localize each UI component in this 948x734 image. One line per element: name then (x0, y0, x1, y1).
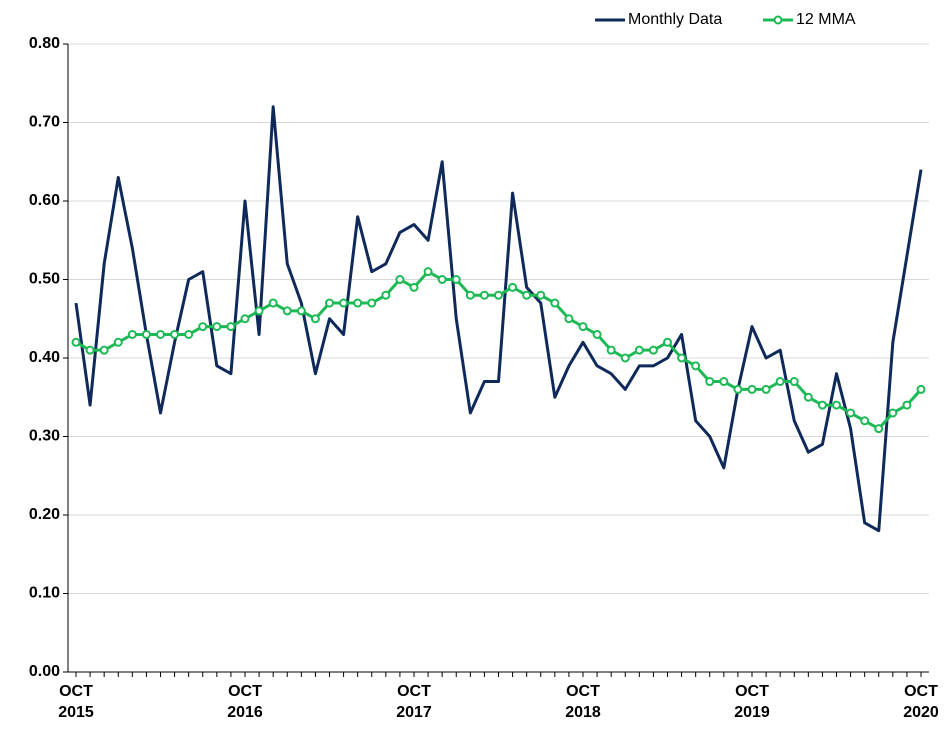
data-point (437, 275, 447, 284)
data-point (310, 314, 320, 324)
data-point (606, 345, 616, 355)
data-point (705, 377, 715, 387)
data-point (775, 377, 785, 387)
data-point (254, 306, 264, 316)
data-point (451, 275, 461, 284)
y-tick-label: 0.30 (29, 428, 60, 445)
data-point (156, 329, 165, 339)
data-point (789, 377, 799, 387)
data-point (803, 392, 813, 402)
data-point (170, 329, 180, 339)
y-tick-label: 0.50 (29, 271, 60, 288)
data-point (634, 345, 644, 355)
data-point (648, 345, 658, 355)
data-point (353, 298, 363, 308)
y-tick-label: 0.20 (29, 506, 60, 523)
y-tick-label: 0.10 (29, 585, 60, 602)
data-point (817, 400, 827, 410)
data-point (113, 337, 123, 347)
x-tick-label: OCT 2015 (58, 683, 94, 721)
data-point (494, 290, 503, 300)
data-point (268, 298, 278, 308)
data-point (888, 408, 898, 418)
data-point (409, 282, 419, 292)
data-point (282, 306, 292, 316)
data-point (141, 329, 151, 339)
data-point (550, 298, 560, 308)
x-tick-label: OCT 2018 (565, 683, 601, 721)
data-point (719, 377, 729, 387)
x-tick-label: OCT 2020 (903, 683, 939, 721)
y-tick-label: 0.80 (29, 35, 60, 52)
data-point (212, 322, 222, 332)
data-point (916, 384, 926, 394)
data-point (733, 384, 743, 394)
data-point (184, 329, 194, 339)
data-point (663, 337, 672, 347)
data-point (423, 267, 433, 277)
legend-label: Monthly Data (628, 11, 722, 28)
x-tick-label: OCT 2017 (396, 683, 432, 721)
data-point (508, 282, 518, 292)
legend-marker (773, 15, 783, 25)
data-point (198, 322, 208, 332)
data-point (860, 416, 870, 426)
data-point (846, 408, 856, 418)
data-point (536, 290, 546, 300)
data-point (127, 329, 137, 339)
data-point (381, 290, 391, 300)
y-tick-label: 0.40 (29, 349, 60, 366)
data-point (395, 275, 405, 284)
data-point (832, 400, 841, 410)
data-point (761, 384, 771, 394)
data-point (564, 314, 574, 324)
data-point (620, 353, 630, 363)
data-point (296, 306, 306, 316)
y-tick-label: 0.00 (29, 663, 60, 680)
data-point (522, 290, 532, 300)
legend-label: 12 MMA (796, 11, 856, 28)
data-line (74, 105, 923, 533)
data-point (99, 345, 109, 355)
data-point (874, 424, 884, 434)
data-point (85, 345, 95, 355)
data-point (226, 322, 236, 332)
data-point (677, 353, 687, 363)
data-point (902, 400, 912, 410)
x-tick-label: OCT 2019 (734, 683, 770, 721)
data-point (367, 298, 377, 308)
data-point (325, 298, 334, 308)
data-point (339, 298, 349, 308)
data-point (691, 361, 701, 371)
y-tick-label: 0.60 (29, 192, 60, 209)
data-point (578, 322, 588, 332)
data-point (465, 290, 475, 300)
data-point (747, 384, 757, 394)
y-tick-label: 0.70 (29, 114, 60, 131)
x-tick-label: OCT 2016 (227, 683, 263, 721)
data-point (71, 337, 81, 347)
data-point (479, 290, 489, 300)
data-point (240, 314, 250, 324)
data-point (592, 329, 602, 339)
